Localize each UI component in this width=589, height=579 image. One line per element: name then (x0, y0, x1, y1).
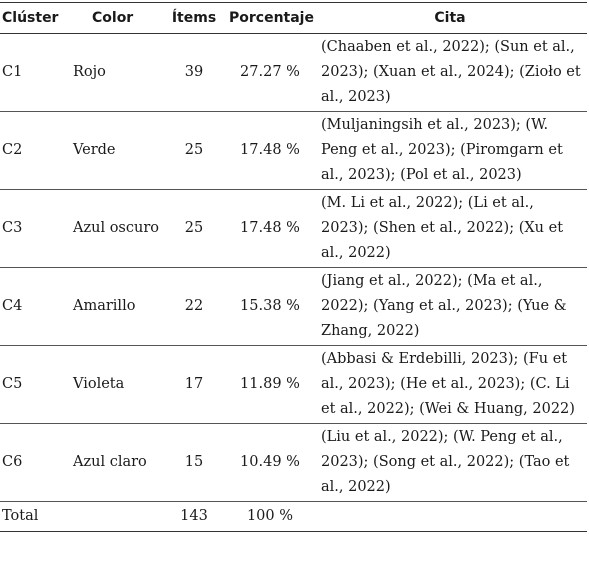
cell-color: Violeta (73, 376, 125, 392)
cell-percentage: 17.48 % (240, 142, 300, 158)
cell-items: 39 (184, 64, 204, 80)
cell-citation: (Abbasi & Erdebilli, 2023); (Fu et al., … (321, 351, 575, 417)
header-percentage: Porcentaje (229, 10, 314, 26)
cluster-table: Clúster Color Ítems Porcentaje Cita C1 R… (0, 2, 587, 532)
cell-citation: (Jiang et al., 2022); (Ma et al., 2022);… (321, 273, 567, 339)
total-label: Total (2, 508, 39, 524)
cell-color: Azul claro (73, 454, 147, 470)
table-row: C4 Amarillo 22 15.38 % (Jiang et al., 20… (0, 268, 587, 346)
cell-cluster: C2 (2, 142, 23, 158)
cell-color: Rojo (73, 64, 106, 80)
total-color-empty (66, 502, 161, 532)
cell-cluster: C4 (2, 298, 23, 314)
cell-items: 17 (184, 376, 204, 392)
cell-items: 22 (184, 298, 204, 314)
cell-citation: (Muljaningsih et al., 2023); (W. Peng et… (321, 117, 563, 183)
cell-cluster: C1 (2, 64, 23, 80)
cell-cluster: C5 (2, 376, 23, 392)
cell-citation: (M. Li et al., 2022); (Li et al., 2023);… (321, 195, 564, 261)
cell-cluster: C6 (2, 454, 23, 470)
cell-items: 15 (184, 454, 204, 470)
table-row: C2 Verde 25 17.48 % (Muljaningsih et al.… (0, 112, 587, 190)
cell-percentage: 10.49 % (240, 454, 300, 470)
table-row: C6 Azul claro 15 10.49 % (Liu et al., 20… (0, 424, 587, 502)
cell-color: Azul oscuro (73, 220, 159, 236)
table-header-row: Clúster Color Ítems Porcentaje Cita (0, 2, 587, 34)
header-citation: Cita (434, 10, 466, 26)
cell-percentage: 17.48 % (240, 220, 300, 236)
total-items: 143 (180, 508, 208, 524)
header-items: Ítems (171, 10, 217, 26)
cell-citation: (Chaaben et al., 2022); (Sun et al., 202… (321, 39, 581, 105)
header-color: Color (92, 10, 134, 26)
cell-percentage: 15.38 % (240, 298, 300, 314)
table-row: C5 Violeta 17 11.89 % (Abbasi & Erdebill… (0, 346, 587, 424)
cell-items: 25 (184, 220, 204, 236)
cell-items: 25 (184, 142, 204, 158)
cell-color: Amarillo (73, 298, 136, 314)
cell-percentage: 27.27 % (240, 64, 300, 80)
total-percentage: 100 % (246, 508, 294, 524)
cell-citation: (Liu et al., 2022); (W. Peng et al., 202… (321, 429, 570, 495)
header-cluster: Clúster (2, 10, 59, 26)
cell-color: Verde (73, 142, 116, 158)
table-row: C3 Azul oscuro 25 17.48 % (M. Li et al.,… (0, 190, 587, 268)
total-citation-empty (313, 502, 587, 532)
total-row: Total 143 100 % (0, 502, 587, 532)
cell-cluster: C3 (2, 220, 23, 236)
cell-percentage: 11.89 % (240, 376, 300, 392)
table-row: C1 Rojo 39 27.27 % (Chaaben et al., 2022… (0, 34, 587, 112)
